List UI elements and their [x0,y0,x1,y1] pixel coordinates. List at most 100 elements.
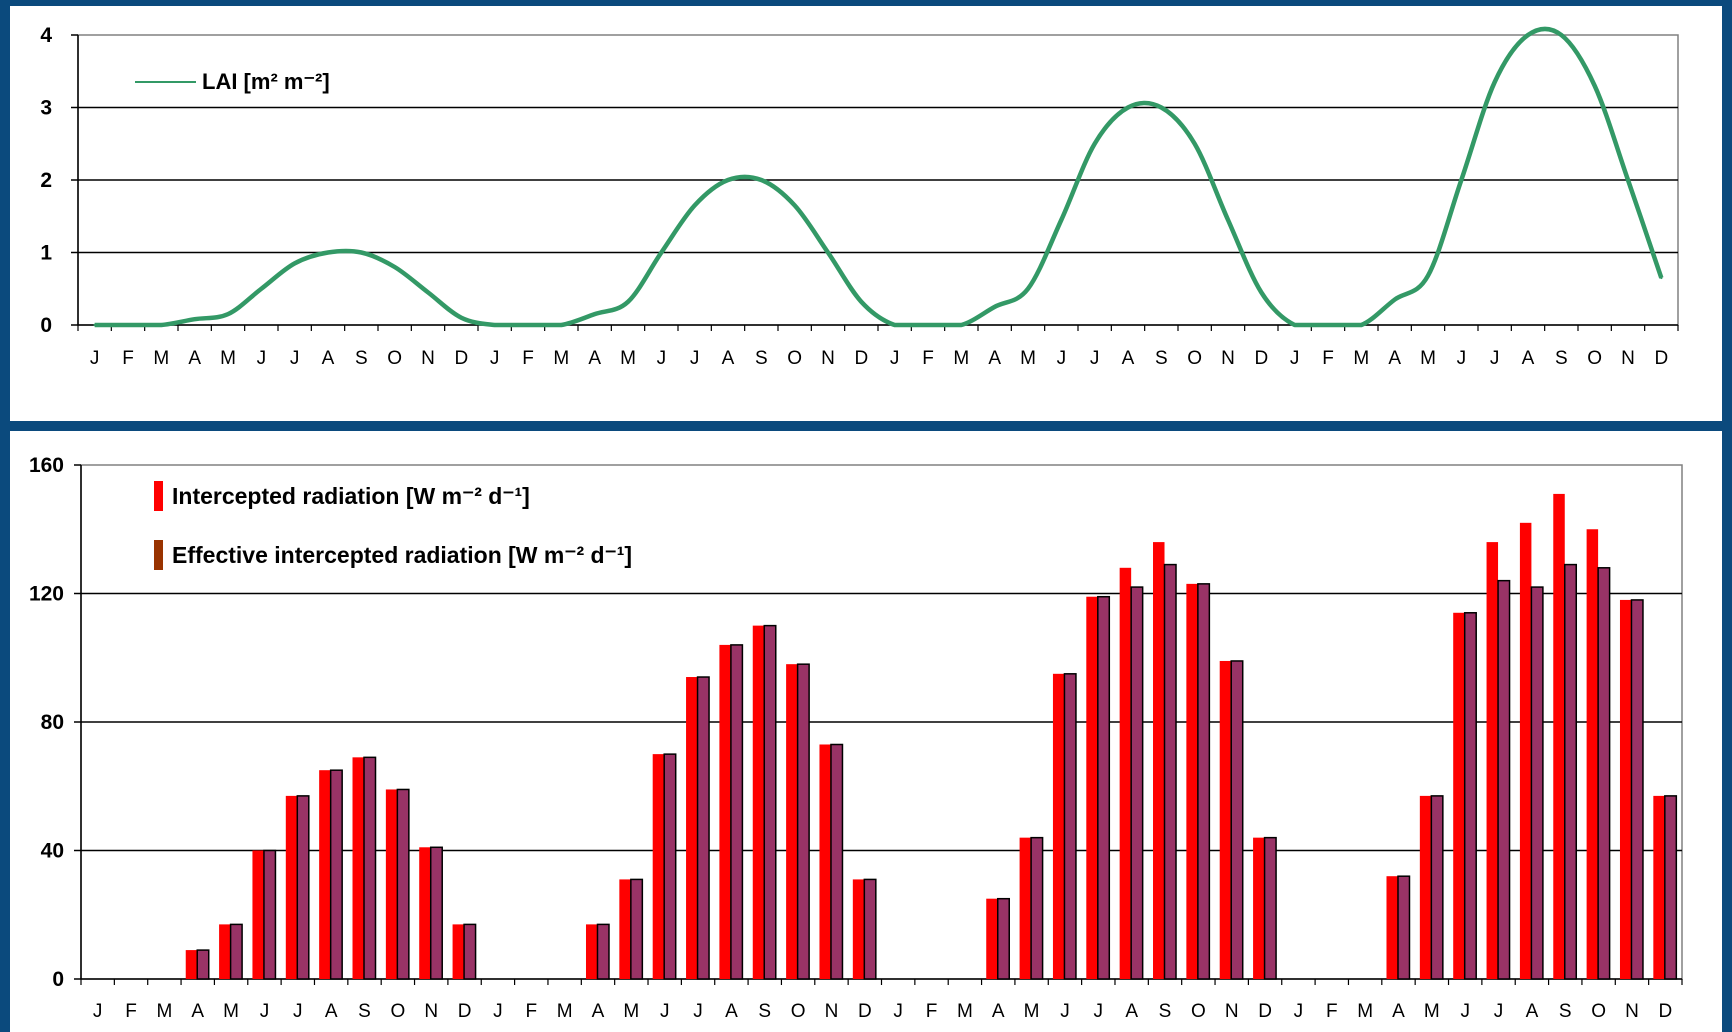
x-tick-label: A [1522,348,1535,369]
x-tick-label: M [957,1001,973,1022]
intercepted-radiation-bar [1119,567,1132,979]
x-tick-label: J [690,348,700,369]
x-tick-label: D [1254,348,1268,369]
x-tick-label: M [953,348,969,369]
intercepted-radiation-bar [1419,795,1432,979]
x-tick-label: F [522,348,534,369]
lai-data-point [826,251,830,254]
effective-radiation-bar [830,743,844,980]
intercepted-radiation-bar [252,850,264,979]
y-tick-label: 80 [41,711,64,734]
x-tick-label: O [390,1001,405,1022]
lai-data-point [726,178,730,182]
x-tick-label: O [787,348,802,369]
x-tick-label: A [1122,348,1135,369]
x-tick-label: J [1494,1001,1504,1022]
effective-radiation-bar [1430,795,1444,980]
intercepted-radiation-bar [1553,493,1565,979]
lai-data-point [1226,218,1230,222]
y-tick-label: 120 [29,583,64,606]
lai-data-point [626,300,630,303]
x-tick-label: O [387,348,402,369]
x-tick-label: M [1424,1001,1440,1022]
x-tick-label: F [1322,348,1334,369]
y-tick-label: 4 [40,24,52,47]
lai-data-point [1626,178,1630,182]
intercepted-radiation-bar [285,795,298,979]
intercepted-radiation-bar [1619,599,1632,979]
x-tick-label: N [1221,348,1235,369]
x-tick-label: J [260,1001,270,1022]
effective-radiation-bar [329,769,343,980]
x-tick-label: M [1357,1001,1373,1022]
effective-radiation-bar [196,949,210,980]
effective-radiation-bar [696,676,710,980]
intercepted-radiation-bar [719,644,731,979]
x-tick-label: A [1388,348,1401,369]
effective-radiation-bar [863,878,877,980]
intercepted-radiation-bar [352,757,365,979]
lai-data-point [1526,33,1530,37]
lai-data-point [1593,84,1596,87]
x-tick-label: S [755,348,768,369]
lai-data-point [160,323,163,327]
legend-label-intercepted: Intercepted radiation [W m⁻² d⁻¹] [172,483,530,509]
intercepted-radiation-bar [1052,673,1065,979]
x-tick-label: N [421,348,435,369]
effective-radiation-bar [229,923,243,980]
intercepted-radiation-bar [986,898,998,979]
lai-data-point [693,204,696,207]
x-tick-label: O [1191,1001,1206,1022]
y-tick-label: 160 [29,454,64,477]
x-tick-label: J [1490,348,1500,369]
x-tick-label: J [890,348,900,369]
x-tick-label: A [588,348,601,369]
effective-radiation-bar [1030,836,1044,980]
x-tick-label: M [557,1001,573,1022]
x-tick-label: A [1392,1001,1405,1022]
x-tick-label: J [657,348,667,369]
lai-data-point [1560,33,1563,37]
lai-data-point [1326,323,1330,327]
lai-data-point [493,323,496,327]
x-tick-label: A [188,348,201,369]
effective-radiation-bar [996,897,1010,980]
x-tick-label: J [290,348,300,369]
x-tick-label: J [1294,1001,1304,1022]
lai-data-point [1293,323,1296,327]
x-tick-label: A [1125,1001,1138,1022]
effective-radiation-bar [463,923,477,980]
lai-data-point [860,300,863,303]
legend-swatch-intercepted [154,481,163,511]
x-tick-label: S [758,1001,771,1022]
x-tick-label: N [825,1001,839,1022]
intercepted-radiation-bar [786,664,798,979]
intercepted-radiation-bar [319,770,331,979]
effective-radiation-bar [596,923,610,980]
x-tick-label: M [1420,348,1436,369]
x-tick-label: J [693,1001,703,1022]
radiation-chart-panel: 0 40 80 120 160 J F M A M J J A S O N D J F M A M J J A S O N D J F M A M… [10,431,1722,1032]
lai-data-point [1093,142,1096,145]
x-tick-label: J [660,1001,670,1022]
intercepted-radiation-bar [1486,542,1499,979]
lai-data-point [793,204,796,207]
x-tick-label: J [1090,348,1100,369]
x-tick-label: F [525,1001,537,1022]
lai-data-point [260,287,263,290]
x-tick-label: N [1625,1001,1639,1022]
effective-radiation-bar [663,753,677,980]
x-tick-label: D [454,348,468,369]
x-tick-label: J [90,348,100,369]
intercepted-radiation-bar [1219,660,1232,979]
effective-radiation-bar [1230,660,1244,980]
x-tick-label: A [191,1001,204,1022]
y-tick-label: 0 [52,968,64,991]
x-tick-label: M [1024,1001,1040,1022]
x-tick-label: J [1057,348,1067,369]
lai-data-point [1060,218,1063,222]
lai-data-point [360,251,363,254]
lai-data-point [926,323,930,327]
lai-data-point [1360,323,1363,327]
x-tick-label: S [1155,348,1168,369]
